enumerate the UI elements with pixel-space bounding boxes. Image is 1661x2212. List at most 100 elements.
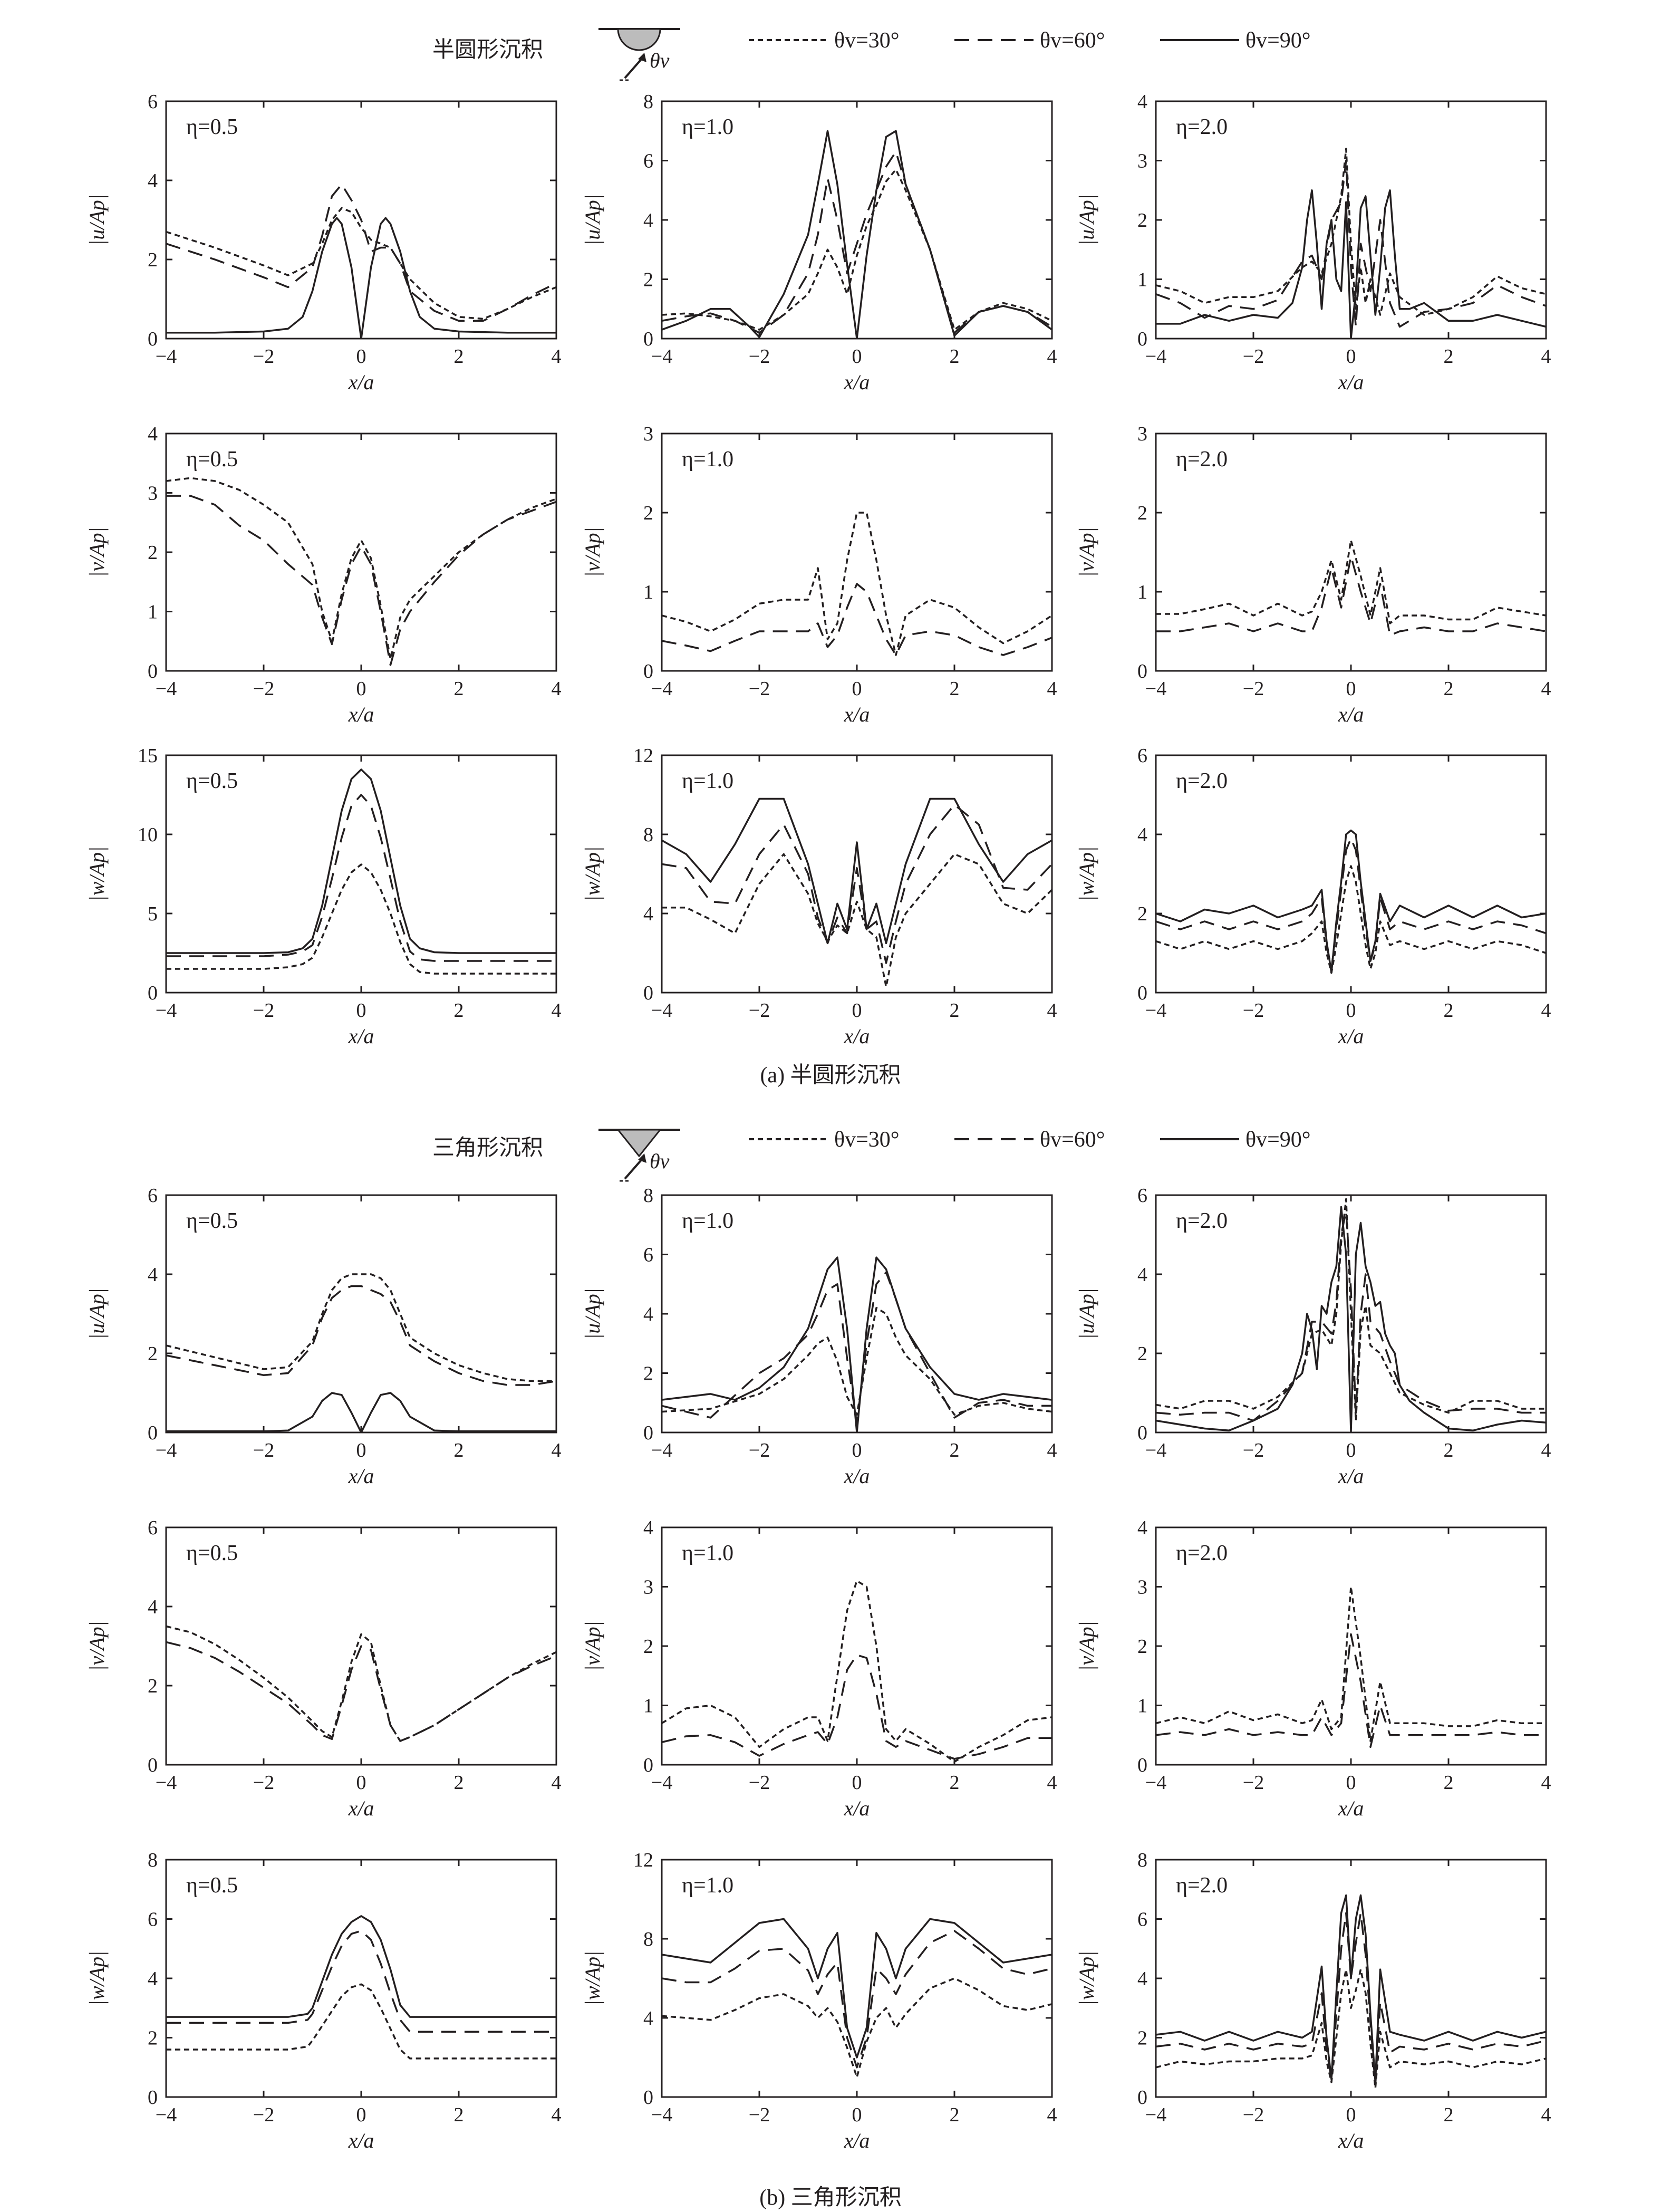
x-tick-label: 0: [1346, 2104, 1356, 2126]
y-tick-label: 0: [148, 660, 158, 682]
x-tick-label: 2: [1444, 1439, 1454, 1461]
y-axis-label: |v/Ap|: [1075, 527, 1098, 577]
x-tick-label: −4: [1145, 345, 1166, 368]
x-tick-label: 4: [1541, 1772, 1551, 1794]
eta-label: η=1.0: [682, 1541, 733, 1565]
x-tick-label: −2: [253, 2104, 274, 2126]
panel-a-u-20: −4 −2 0 2 4 0 1 2 3 4 x/a |u/Ap| η=2.0: [1075, 91, 1551, 394]
y-tick-label: 0: [643, 982, 653, 1004]
y-tick-label: 1: [148, 601, 158, 623]
y-tick-label: 1: [643, 581, 653, 603]
series-line-60: [166, 1641, 556, 1742]
panel-a-w-05: −4 −2 0 2 4 0 5 10 15 x/a |w/Ap| η=0.5: [85, 745, 562, 1048]
y-tick-label: 6: [1137, 1185, 1147, 1207]
series-line-30: [662, 1580, 1052, 1763]
y-tick-label: 4: [1137, 1517, 1147, 1539]
x-tick-label: 4: [552, 999, 562, 1022]
eta-label: η=1.0: [682, 1209, 733, 1233]
y-tick-label: 0: [643, 1422, 653, 1444]
series-line-60: [662, 1271, 1052, 1425]
x-tick-label: 0: [356, 345, 366, 368]
x-tick-label: 0: [1346, 1439, 1356, 1461]
series-line-30: [1156, 1198, 1546, 1422]
y-tick-label: 0: [148, 982, 158, 1004]
y-tick-label: 2: [643, 502, 653, 524]
y-tick-label: 2: [1137, 502, 1147, 524]
block-b-header: 三角形沉积: [432, 1136, 543, 1160]
x-tick-label: 2: [950, 678, 960, 700]
x-tick-label: 2: [454, 1772, 464, 1794]
y-tick-label: 8: [643, 1928, 653, 1950]
series-line-60: [166, 1285, 556, 1386]
x-axis-label: x/a: [348, 1796, 374, 1820]
y-tick-label: 0: [1137, 982, 1147, 1004]
x-tick-label: 0: [852, 1439, 862, 1461]
semicircle-inset-icon: θv: [598, 28, 680, 81]
x-axis-label: x/a: [348, 1024, 374, 1048]
y-axis-label: |w/Ap|: [581, 1951, 604, 2006]
x-tick-label: 4: [1047, 999, 1057, 1022]
series-line-60: [1156, 837, 1546, 970]
y-axis-label: |w/Ap|: [581, 847, 604, 901]
x-tick-label: 2: [1444, 678, 1454, 700]
series-line-90: [662, 1256, 1052, 1432]
panel-b-v-20: −4 −2 0 2 4 0 1 2 3 4 x/a |v/Ap| η=2.0: [1075, 1517, 1551, 1820]
y-tick-label: 0: [148, 328, 158, 350]
series-line-90: [1156, 189, 1546, 339]
y-axis-label: |w/Ap|: [1075, 847, 1098, 901]
y-axis-label: |v/Ap|: [581, 527, 604, 577]
panel-a-u-05: −4 −2 0 2 4 0 2 4 6 x/a |u/Ap| η=0.5: [85, 91, 562, 394]
y-tick-label: 8: [1137, 1849, 1147, 1871]
y-tick-label: 0: [643, 1754, 653, 1776]
x-tick-label: −4: [1145, 2104, 1166, 2126]
series-line-30: [1156, 539, 1546, 624]
y-tick-label: 6: [148, 1909, 158, 1931]
y-tick-label: 4: [148, 1596, 158, 1618]
y-tick-label: 4: [643, 209, 653, 232]
x-tick-label: −2: [1243, 2104, 1264, 2126]
x-tick-label: 0: [356, 2104, 366, 2126]
y-tick-label: 6: [148, 91, 158, 113]
y-tick-label: 2: [1137, 1343, 1147, 1365]
series-line-90: [662, 1918, 1052, 2059]
block-a-inset-symbol: θv: [650, 49, 670, 72]
panel-b-w-20: −4 −2 0 2 4 0 2 4 6 8 x/a |w/Ap| η=2.0: [1075, 1849, 1551, 2152]
series-line-30: [166, 207, 556, 320]
y-tick-label: 2: [1137, 2027, 1147, 2050]
series-line-30: [1156, 148, 1546, 316]
x-axis-label: x/a: [844, 703, 870, 726]
y-tick-label: 0: [1137, 328, 1147, 350]
x-tick-label: 0: [1346, 678, 1356, 700]
x-tick-label: 0: [852, 678, 862, 700]
eta-label: η=0.5: [186, 115, 238, 139]
y-tick-label: 4: [148, 1264, 158, 1286]
x-tick-label: −4: [651, 1439, 672, 1461]
y-axis-label: |v/Ap|: [85, 527, 109, 577]
x-tick-label: −4: [156, 1772, 177, 1794]
series-line-60: [662, 804, 1052, 964]
x-axis-label: x/a: [348, 1464, 374, 1488]
y-tick-label: 3: [643, 1576, 653, 1599]
eta-label: η=0.5: [186, 769, 238, 793]
panel-a-w-10: −4 −2 0 2 4 0 4 8 12 x/a |w/Ap| η=1.0: [581, 745, 1057, 1048]
eta-label: η=2.0: [1176, 447, 1228, 472]
x-tick-label: −4: [651, 345, 672, 368]
eta-label: η=2.0: [1176, 1209, 1228, 1233]
y-tick-label: 8: [643, 824, 653, 846]
x-tick-label: 0: [852, 2104, 862, 2126]
legend-label-90: θv=90°: [1245, 28, 1311, 53]
eta-label: η=1.0: [682, 115, 733, 139]
x-axis-label: x/a: [1338, 370, 1364, 394]
y-tick-label: 6: [148, 1185, 158, 1207]
block-a-header: 半圆形沉积: [432, 38, 543, 62]
x-tick-label: −4: [156, 2104, 177, 2126]
x-tick-label: −4: [156, 999, 177, 1022]
y-tick-label: 12: [633, 745, 653, 767]
series-line-90: [1156, 1894, 1546, 2083]
x-axis-label: x/a: [348, 2129, 374, 2152]
panel-a-u-10: −4 −2 0 2 4 0 2 4 6 8 x/a |u/Ap| η=1.0: [581, 91, 1057, 394]
y-axis-label: |v/Ap|: [85, 1621, 109, 1671]
x-tick-label: −2: [1243, 1772, 1264, 1794]
x-tick-label: 4: [1047, 1439, 1057, 1461]
